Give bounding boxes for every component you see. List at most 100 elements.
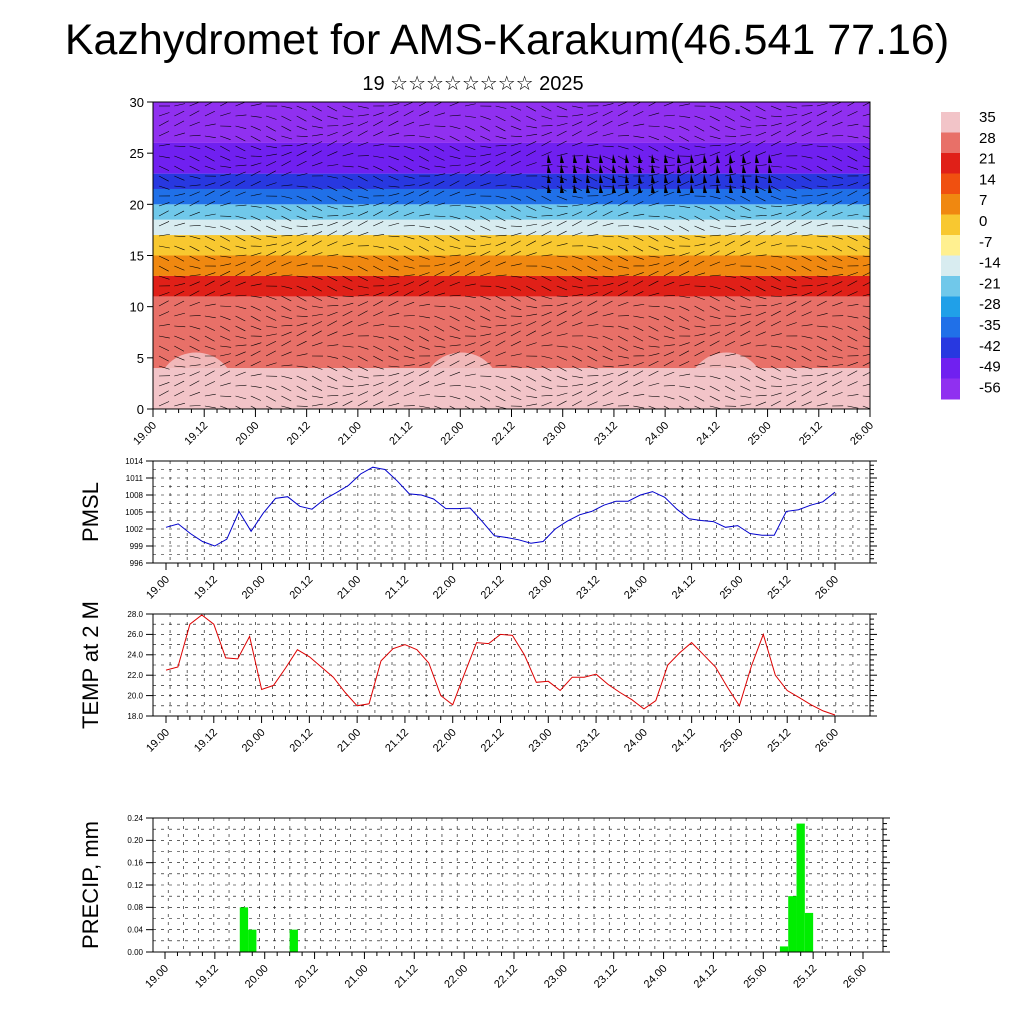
wind-flag	[560, 184, 564, 193]
wind-barb	[740, 252, 751, 257]
wind-barb	[495, 315, 507, 320]
wind-barb	[556, 345, 568, 348]
wind-barb	[327, 230, 338, 237]
wind-barb	[510, 195, 522, 201]
wind-barb	[250, 342, 262, 347]
wind-barb	[709, 395, 720, 402]
cross-section-x-tick-label: 19.00	[131, 420, 159, 448]
temp-x-tick-label: 24.12	[670, 727, 698, 755]
pmsl-x-tick-label: 26.00	[813, 574, 841, 602]
wind-barb	[434, 270, 445, 277]
wind-barb	[572, 195, 583, 199]
wind-barb	[281, 215, 292, 222]
wind-barb	[572, 322, 583, 327]
wind-barb	[724, 195, 736, 201]
precip-x-tick-label: 20.00	[243, 963, 271, 991]
wind-barb	[189, 184, 201, 187]
wind-barb	[602, 325, 614, 328]
wind-barb	[480, 145, 492, 149]
wind-barb	[832, 302, 843, 307]
wind-barb	[357, 375, 369, 379]
wind-barb	[801, 255, 812, 262]
wind-barb	[220, 180, 231, 187]
wind-barb	[816, 255, 827, 262]
wind-barb	[357, 345, 369, 350]
wind-barb	[388, 155, 399, 161]
wind-barb	[755, 304, 767, 307]
wind-barb	[495, 261, 506, 267]
wind-barb	[480, 182, 491, 187]
wind-barb	[495, 385, 506, 392]
wind-barb	[174, 365, 186, 368]
wind-barb	[679, 215, 690, 221]
wind-barb	[816, 325, 828, 328]
temp-y-tick-label: 20.0	[127, 691, 143, 700]
wind-barb	[526, 375, 537, 382]
wind-barb	[526, 223, 538, 227]
wind-barb	[342, 333, 354, 337]
wind-barb	[770, 140, 781, 147]
wind-barb	[617, 225, 630, 227]
wind-barb	[648, 382, 660, 387]
wind-barb	[663, 235, 674, 242]
wind-barb	[816, 275, 828, 278]
wind-barb	[174, 312, 185, 317]
wind-barb	[174, 283, 186, 287]
wind-barb	[541, 175, 553, 179]
wind-flag	[612, 164, 616, 173]
wind-barb	[526, 285, 537, 292]
wind-barb	[816, 313, 828, 317]
wind-barb	[648, 165, 660, 168]
wind-barb	[373, 345, 384, 352]
wind-barb	[510, 240, 521, 247]
wind-barb	[801, 365, 813, 370]
temp-x-tick-label: 23.12	[574, 727, 602, 755]
wind-barb	[617, 245, 628, 252]
cross-section-y-tick-label: 0	[137, 402, 144, 417]
wind-barb	[801, 175, 812, 182]
wind-barb	[510, 225, 522, 227]
wind-barb	[663, 351, 675, 357]
wind-barb	[755, 131, 767, 137]
wind-barb	[495, 340, 506, 347]
page-title: Kazhydromet for AMS-Karakum(46.541 77.16…	[64, 16, 950, 64]
colorbar-swatch	[941, 173, 960, 195]
wind-barb	[816, 245, 828, 251]
wind-barb	[189, 235, 201, 240]
wind-barb	[526, 252, 537, 257]
wind-barb	[357, 195, 369, 199]
wind-barb	[602, 380, 613, 387]
wind-barb	[862, 305, 870, 307]
wind-barb	[740, 403, 752, 407]
wind-barb	[770, 205, 782, 208]
wind-barb	[189, 315, 201, 317]
wind-barb	[847, 201, 858, 207]
wind-barb	[250, 385, 262, 388]
wind-barb	[373, 324, 385, 327]
temp-axes: 18.020.022.024.026.028.019.00 19.12 20.00 2…	[127, 610, 877, 755]
wind-barb	[464, 170, 475, 177]
wind-barb	[663, 102, 675, 107]
wind-barb	[556, 122, 568, 127]
wind-barb	[464, 361, 476, 367]
colorbar-label: 0	[979, 213, 987, 230]
wind-barb	[418, 111, 430, 117]
wind-barb	[648, 255, 660, 258]
wind-barb	[694, 250, 705, 257]
wind-barb	[449, 164, 461, 167]
wind-barb	[755, 365, 766, 372]
wind-barb	[786, 375, 798, 379]
wind-barb	[434, 202, 446, 207]
wind-barb	[816, 103, 828, 107]
wind-barb	[740, 223, 752, 227]
wind-barb	[648, 102, 657, 107]
wind-barb	[541, 285, 552, 292]
wind-barb	[311, 395, 323, 399]
wind-barb	[265, 170, 276, 177]
wind-barb	[862, 353, 870, 357]
wind-barb	[220, 135, 231, 140]
temp-y-tick-label: 22.0	[127, 671, 143, 680]
wind-barb	[342, 302, 354, 307]
wind-barb	[709, 205, 720, 212]
